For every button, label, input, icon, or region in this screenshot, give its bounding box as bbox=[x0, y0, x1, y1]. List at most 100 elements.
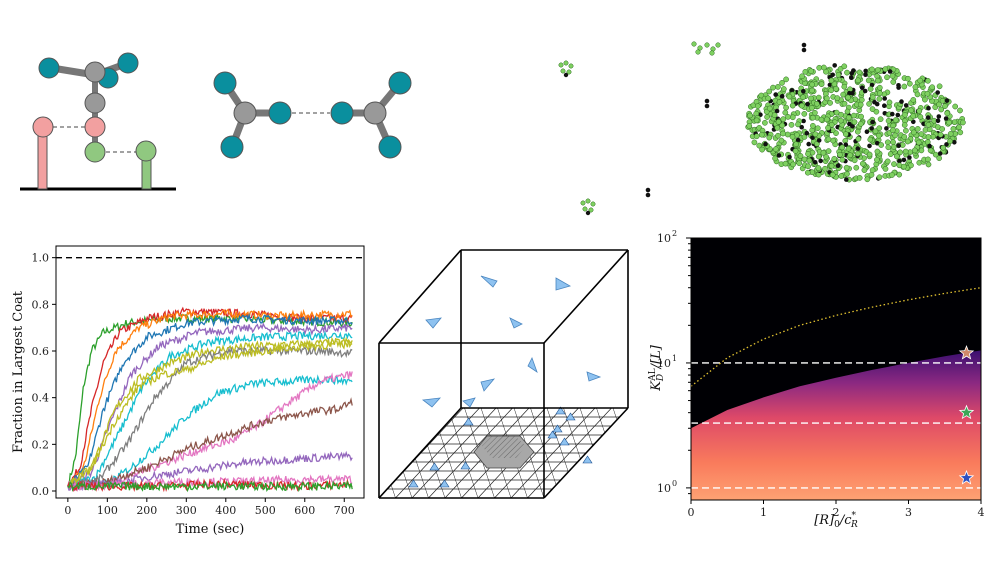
bead bbox=[916, 108, 923, 114]
series-line-5 bbox=[67, 322, 353, 487]
bead bbox=[940, 144, 947, 151]
bead bbox=[753, 133, 760, 140]
bead bbox=[560, 68, 566, 74]
bead bbox=[804, 169, 811, 176]
bead bbox=[867, 136, 874, 143]
bead bbox=[835, 71, 842, 78]
bead-dark bbox=[844, 177, 849, 182]
bead-dark bbox=[943, 116, 949, 121]
free-monomer-triangle bbox=[421, 397, 441, 408]
box-edge bbox=[378, 249, 462, 344]
bead bbox=[793, 141, 799, 148]
bead bbox=[778, 137, 785, 144]
patch-hatching bbox=[482, 436, 526, 458]
bead-dark bbox=[890, 111, 895, 117]
bead bbox=[877, 116, 884, 123]
box-edge bbox=[543, 407, 629, 499]
bead bbox=[834, 95, 841, 101]
bead bbox=[810, 122, 816, 129]
bead-dark bbox=[795, 137, 801, 143]
lattice-line bbox=[510, 408, 596, 498]
y-tick-label: 10 bbox=[657, 232, 671, 245]
bead bbox=[783, 76, 789, 83]
bead bbox=[869, 167, 876, 174]
bead-dark bbox=[869, 126, 874, 131]
bead bbox=[897, 149, 904, 156]
bead bbox=[889, 73, 896, 79]
pink-anchor-bead bbox=[32, 116, 54, 138]
y-tick-label: 10 bbox=[657, 357, 671, 370]
lattice-line bbox=[609, 408, 628, 498]
bead bbox=[582, 206, 588, 212]
pink-bead bbox=[84, 116, 106, 138]
bead bbox=[892, 117, 899, 123]
free-monomer-triangle bbox=[527, 356, 538, 374]
teal-bead bbox=[38, 57, 60, 79]
bound-monomer-triangle bbox=[565, 412, 576, 421]
star-markers bbox=[958, 345, 975, 485]
bead-dark bbox=[763, 141, 768, 147]
bead bbox=[799, 73, 805, 80]
bead-dark bbox=[818, 158, 823, 164]
bead bbox=[590, 201, 596, 207]
cluster-rendering bbox=[558, 41, 966, 216]
bead bbox=[925, 134, 932, 140]
bead bbox=[917, 77, 924, 84]
bead-dark bbox=[843, 142, 849, 147]
bead bbox=[839, 156, 846, 163]
bound-monomer-triangle bbox=[408, 479, 419, 488]
pink-stem bbox=[37, 133, 48, 190]
bead bbox=[747, 112, 753, 119]
bead bbox=[697, 45, 703, 51]
bead bbox=[942, 103, 948, 109]
bead-dark bbox=[810, 135, 815, 140]
bead-dark bbox=[952, 140, 957, 145]
bead bbox=[814, 125, 821, 132]
bead bbox=[886, 99, 893, 106]
bead bbox=[874, 156, 880, 163]
x-tick-label: 1 bbox=[760, 506, 767, 519]
bound-monomer-triangle bbox=[552, 424, 563, 433]
simulation-box bbox=[378, 249, 660, 499]
gray-bead bbox=[233, 101, 257, 125]
bead bbox=[837, 117, 844, 124]
lattice-line bbox=[530, 408, 561, 498]
bead-dark bbox=[897, 158, 902, 164]
bead bbox=[850, 112, 857, 119]
bead-dark bbox=[935, 118, 941, 124]
bead-dark bbox=[805, 101, 810, 107]
bead bbox=[947, 130, 954, 137]
bead bbox=[936, 155, 943, 162]
x-tick-label: 100 bbox=[97, 504, 118, 517]
y-tick-label: 0.8 bbox=[32, 298, 50, 311]
bead-dark bbox=[862, 88, 868, 94]
lattice-line bbox=[630, 408, 660, 498]
y-axis-label: Fraction in Largest Coat bbox=[11, 290, 26, 453]
bead bbox=[856, 69, 863, 76]
bound-monomer-triangle bbox=[582, 455, 593, 464]
bead bbox=[844, 69, 850, 76]
bead bbox=[828, 87, 835, 94]
teal-bead bbox=[268, 101, 292, 125]
bead bbox=[772, 155, 778, 162]
series-line-16 bbox=[67, 480, 353, 493]
y-tick-exponent: 0 bbox=[672, 479, 677, 488]
bead bbox=[843, 164, 850, 171]
lattice-line bbox=[447, 408, 479, 498]
x-tick-label: 200 bbox=[136, 504, 157, 517]
bead-dark bbox=[776, 153, 782, 158]
bead bbox=[874, 67, 881, 73]
teal-bead bbox=[378, 135, 402, 159]
bead bbox=[901, 134, 908, 140]
bead bbox=[759, 146, 765, 153]
bead-dark bbox=[804, 130, 810, 136]
bead bbox=[764, 114, 770, 120]
y-axis-label: KDAL/[L] bbox=[648, 344, 666, 392]
bead bbox=[796, 160, 803, 167]
bead bbox=[815, 153, 822, 160]
bead bbox=[939, 126, 946, 132]
free-monomer-triangle bbox=[509, 317, 523, 329]
